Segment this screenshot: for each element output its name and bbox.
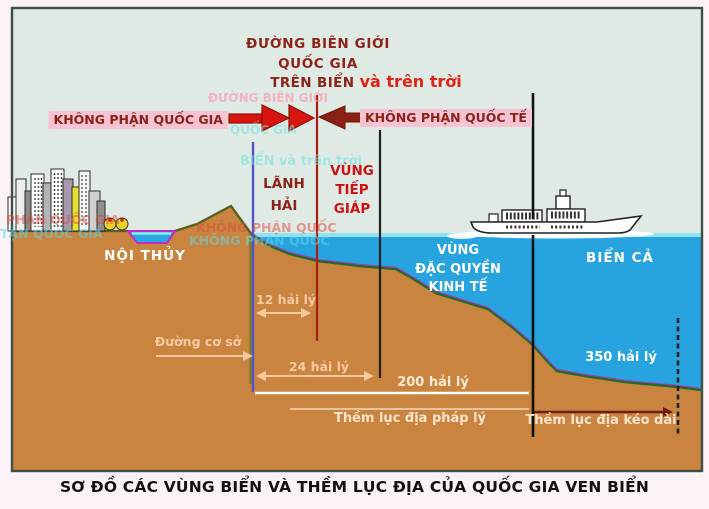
hill-edge xyxy=(174,204,253,236)
boundary-lines xyxy=(249,95,382,392)
high-seas-label: BIỂN CẢ xyxy=(586,250,654,266)
land-mass xyxy=(13,204,702,470)
ghost-text-phan-qg-red: PHẬN QUỐC GIA xyxy=(6,212,120,227)
nm200-label: 200 hải lý xyxy=(397,375,469,390)
border-label-line1: ĐƯỜNG BIÊN GIỚI xyxy=(246,36,390,52)
ghost-text-phan-qg-cyan: TẬN QUỐC GIA xyxy=(0,226,103,241)
city-skyline xyxy=(7,168,129,232)
nm24-label: 24 hải lý xyxy=(288,359,350,374)
nm24-arrow xyxy=(256,371,374,381)
baseline-pointer-arrow xyxy=(156,351,253,361)
ghost-text-khong-phan-red: KHÔNG PHẬN QUỐC xyxy=(196,220,337,235)
ship-hull xyxy=(469,214,643,234)
nm12-arrow xyxy=(256,308,311,318)
diagram-caption: SƠ ĐỒ CÁC VÙNG BIỂN VÀ THỀM LỤC ĐỊA CỦA … xyxy=(59,478,650,496)
national-airspace-label: KHÔNG PHẬN QUỐC GIA xyxy=(48,111,228,129)
border-label-line3: TRÊN BIỂN và trên trời xyxy=(270,72,462,91)
territorial-sea-label: LÃNH HẢI xyxy=(263,176,305,214)
international-airspace-label: KHÔNG PHẬN QUỐC TẾ xyxy=(360,109,532,127)
border-label-line2: QUỐC GIA xyxy=(278,56,358,72)
extended-shelf-label: Thềm lục địa kéo dài xyxy=(525,413,677,428)
airspace-arrows xyxy=(228,104,376,132)
measurement-graphics xyxy=(156,308,673,417)
contiguous-zone-label: VÙNG TIẾP GIÁP xyxy=(330,163,374,217)
ghost-text-tren-bien: BIỂN và trên trời xyxy=(240,154,363,169)
border-label-air: và trên trời xyxy=(359,72,462,91)
seabed-edge xyxy=(251,233,702,392)
ship xyxy=(447,189,654,239)
border-label-sea: TRÊN BIỂN xyxy=(270,75,355,91)
dome xyxy=(115,217,129,231)
baseline-label: Đường cơ sở xyxy=(154,334,242,349)
ghost-text-khong-phan-cyan: KHÔNG PHẬN QUỐC xyxy=(189,233,330,248)
eez-label: VÙNG ĐẶC QUYỀN KINH TẾ xyxy=(415,243,501,295)
national-airspace-arrow xyxy=(228,104,316,132)
ghost-text-quoc-gia: QUỐC GIA xyxy=(230,123,297,137)
legal-shelf-label: Thềm lục địa pháp lý xyxy=(333,411,487,426)
nm350-label: 350 hải lý xyxy=(585,350,657,365)
internal-waters-bay xyxy=(126,230,177,244)
internal-waters-label: NỘI THỦY xyxy=(104,248,186,264)
nm12-label: 12 hải lý xyxy=(255,292,317,307)
diagram-frame xyxy=(10,6,704,473)
ship-funnel xyxy=(555,195,571,210)
extended-shelf-arrow xyxy=(534,407,673,417)
ghost-text-duong-bien-gioi: ĐƯỜNG BIÊN GIỚI xyxy=(208,91,328,105)
